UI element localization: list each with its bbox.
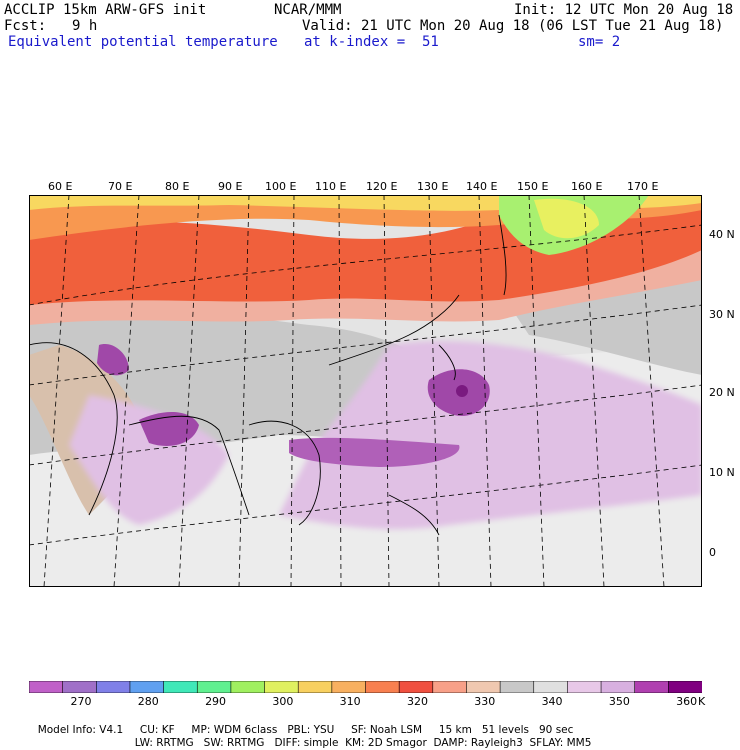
colorbar-swatch: [600, 681, 636, 693]
himalaya-purple-patch: [97, 344, 129, 376]
pbl-scheme: PBL: YSU: [287, 724, 335, 736]
sflay-scheme: SFLAY: MM5: [529, 737, 592, 749]
lon-label: 80 E: [165, 180, 190, 193]
lat-label: 10 N: [709, 466, 735, 479]
colorbar-swatch: [331, 681, 367, 693]
mp-scheme: MP: WDM 6class: [191, 724, 278, 736]
sw-scheme: SW: RRTMG: [203, 737, 265, 749]
lon-label: 150 E: [517, 180, 549, 193]
colorbar-swatch: [230, 681, 266, 693]
typhoon-center: [456, 385, 468, 397]
northeast-yellow-patch: [534, 198, 599, 239]
levels: 51 levels: [481, 724, 529, 736]
model-title: ACCLIP 15km ARW-GFS init: [4, 2, 207, 18]
colorbar-tick-label: 320: [406, 695, 428, 708]
colorbar-swatch: [668, 681, 702, 693]
coastline: [29, 214, 507, 536]
colorbar-tick-label: 270: [70, 695, 92, 708]
south-china-sea-purple-patch: [289, 437, 460, 467]
colorbar-tick-label: 310: [339, 695, 361, 708]
colorbar-swatch: [96, 681, 131, 693]
lon-label: 90 E: [218, 180, 243, 193]
lon-label: 140 E: [466, 180, 498, 193]
lw-scheme: LW: RRTMG: [134, 737, 194, 749]
colorbar-tick-label: 330: [474, 695, 496, 708]
valid-time: Valid: 21 UTC Mon 20 Aug 18 (06 LST Tue …: [302, 18, 724, 34]
colorbar-tick-label: 290: [205, 695, 227, 708]
colorbar-swatch: [129, 681, 165, 693]
model-info: Model Info: V4.1: [37, 724, 124, 736]
colorbar-swatch: [365, 681, 400, 693]
level-label: at k-index = 51: [304, 34, 439, 50]
north-pink-band: [29, 240, 702, 325]
damp-scheme: DAMP: Rayleigh3: [433, 737, 523, 749]
colorbar: [29, 681, 702, 693]
colorbar-swatch: [29, 681, 64, 693]
theta-e-map: [29, 195, 702, 587]
lat-label: 40 N: [709, 228, 735, 241]
lon-label: 170 E: [627, 180, 659, 193]
lon-label: 110 E: [315, 180, 347, 193]
colorbar-swatch: [196, 681, 232, 693]
colorbar-tick-label: 300: [272, 695, 294, 708]
sf-scheme: SF: Noah LSM: [351, 724, 423, 736]
colorbar-tick-label: 280: [137, 695, 159, 708]
colorbar-swatch: [398, 681, 434, 693]
colorbar-tick-label: 360: [676, 695, 698, 708]
lon-label: 60 E: [48, 180, 73, 193]
cu-scheme: CU: KF: [139, 724, 175, 736]
field-name: Equivalent potential temperature: [8, 34, 278, 50]
forecast-hour: 9 h: [72, 18, 98, 34]
footer-line1: Model Info: V4.1 CU: KF MP: WDM 6class P…: [31, 711, 574, 737]
colorbar-swatch: [163, 681, 199, 693]
lat-label: 0: [709, 546, 716, 559]
colorbar-swatch: [264, 681, 300, 693]
colorbar-swatch: [297, 681, 333, 693]
colorbar-tick-label: 340: [541, 695, 563, 708]
lon-label: 120 E: [366, 180, 398, 193]
tropical-lilac-region: [279, 341, 702, 530]
map-frame: [29, 195, 702, 587]
init-time: Init: 12 UTC Mon 20 Aug 18: [514, 2, 734, 18]
graticule: [29, 195, 702, 587]
timestep: 90 sec: [539, 724, 574, 736]
footer-line2: LW: RRTMG SW: RRTMG DIFF: simple KM: 2D …: [128, 724, 592, 750]
resolution: 15 km: [438, 724, 472, 736]
lon-label: 70 E: [108, 180, 133, 193]
diff-scheme: DIFF: simple: [274, 737, 339, 749]
lat-label: 30 N: [709, 308, 735, 321]
smoothing-label: sm= 2: [578, 34, 621, 50]
forecast-label: Fcst:: [4, 18, 47, 34]
bay-of-bengal-purple-patch: [139, 411, 199, 446]
colorbar-swatch: [567, 681, 602, 693]
institution-label: NCAR/MMM: [274, 2, 342, 18]
colorbar-swatch: [432, 681, 468, 693]
colorbar-swatch: [62, 681, 98, 693]
colorbar-tick-label: 350: [608, 695, 630, 708]
km-scheme: KM: 2D Smagor: [345, 737, 427, 749]
colorbar-swatch: [533, 681, 569, 693]
colorbar-unit: K: [698, 695, 706, 708]
colorbar-swatch: [634, 681, 670, 693]
lat-label: 20 N: [709, 386, 735, 399]
lon-label: 100 E: [265, 180, 297, 193]
colorbar-swatch: [499, 681, 535, 693]
colorbar-swatch: [466, 681, 501, 693]
lon-label: 160 E: [571, 180, 603, 193]
lon-label: 130 E: [417, 180, 449, 193]
